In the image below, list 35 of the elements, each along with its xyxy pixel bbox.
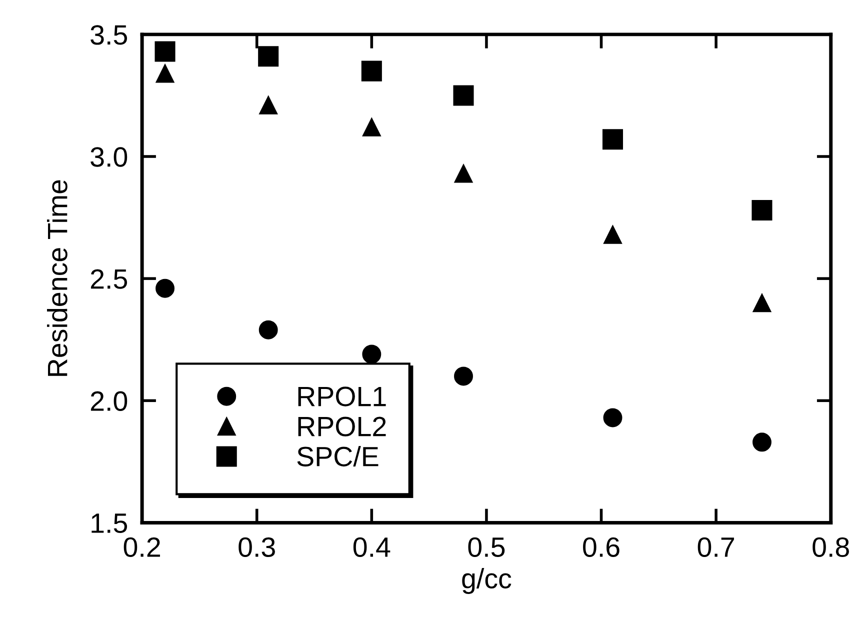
x-tick-label: 0.6 (583, 537, 620, 558)
point (454, 366, 473, 386)
point (154, 41, 176, 62)
point (156, 278, 175, 298)
y-tick-label: 2.0 (90, 391, 128, 411)
y-tick-label: 1.5 (92, 514, 128, 534)
x-tick-label: 0.7 (698, 537, 734, 558)
legend-label: SPC/E (297, 446, 378, 466)
legend-label: RPOL2 (298, 416, 386, 436)
x-tick-label: 0.4 (353, 537, 390, 558)
y-tick-label: 3.0 (90, 147, 128, 167)
x-tick-label: 0.8 (812, 537, 849, 558)
x-tick-label: 0.2 (124, 537, 160, 558)
point (259, 96, 278, 114)
y-tick-label: 2.5 (90, 269, 128, 289)
point (362, 344, 382, 364)
point (156, 64, 174, 83)
point (604, 225, 622, 244)
x-tick-label: 0.3 (238, 537, 275, 558)
point (258, 320, 278, 340)
y-tick-label: 3.5 (90, 25, 128, 45)
point (752, 294, 772, 312)
point (362, 118, 381, 136)
point (453, 85, 474, 106)
point (258, 46, 279, 67)
point (603, 408, 622, 428)
x-tick-label: 0.5 (468, 537, 505, 558)
point (752, 200, 772, 220)
legend-label: RPOL1 (298, 386, 386, 406)
y-axis-title: Residence Time (47, 180, 68, 376)
point (454, 164, 473, 183)
point (752, 432, 772, 452)
x-axis-title: g/cc (462, 568, 512, 594)
point (602, 129, 624, 150)
point (361, 60, 382, 82)
